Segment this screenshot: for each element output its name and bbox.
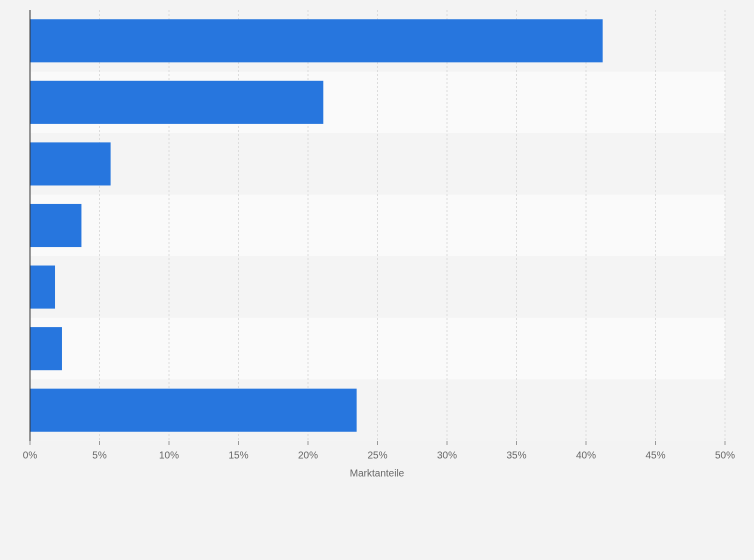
x-tick-label: 0%: [23, 451, 38, 462]
x-tick-label: 5%: [92, 451, 107, 462]
x-tick-label: 30%: [437, 451, 457, 462]
x-tick-label: 25%: [367, 451, 387, 462]
bar: [30, 265, 56, 309]
bar: [30, 327, 62, 371]
x-tick-label: 35%: [506, 451, 526, 462]
bar: [30, 142, 111, 186]
x-tick-label: 40%: [576, 451, 596, 462]
x-tick-label: 10%: [159, 451, 179, 462]
bar: [30, 19, 603, 63]
x-axis-label: Marktanteile: [350, 469, 405, 480]
x-tick-label: 45%: [645, 451, 665, 462]
x-tick-label: 50%: [715, 451, 735, 462]
bar: [30, 203, 82, 248]
bar: [30, 80, 324, 124]
bar: [30, 388, 357, 432]
x-tick-label: 20%: [298, 451, 318, 462]
x-tick-label: 15%: [228, 451, 248, 462]
row-band: [30, 317, 725, 380]
